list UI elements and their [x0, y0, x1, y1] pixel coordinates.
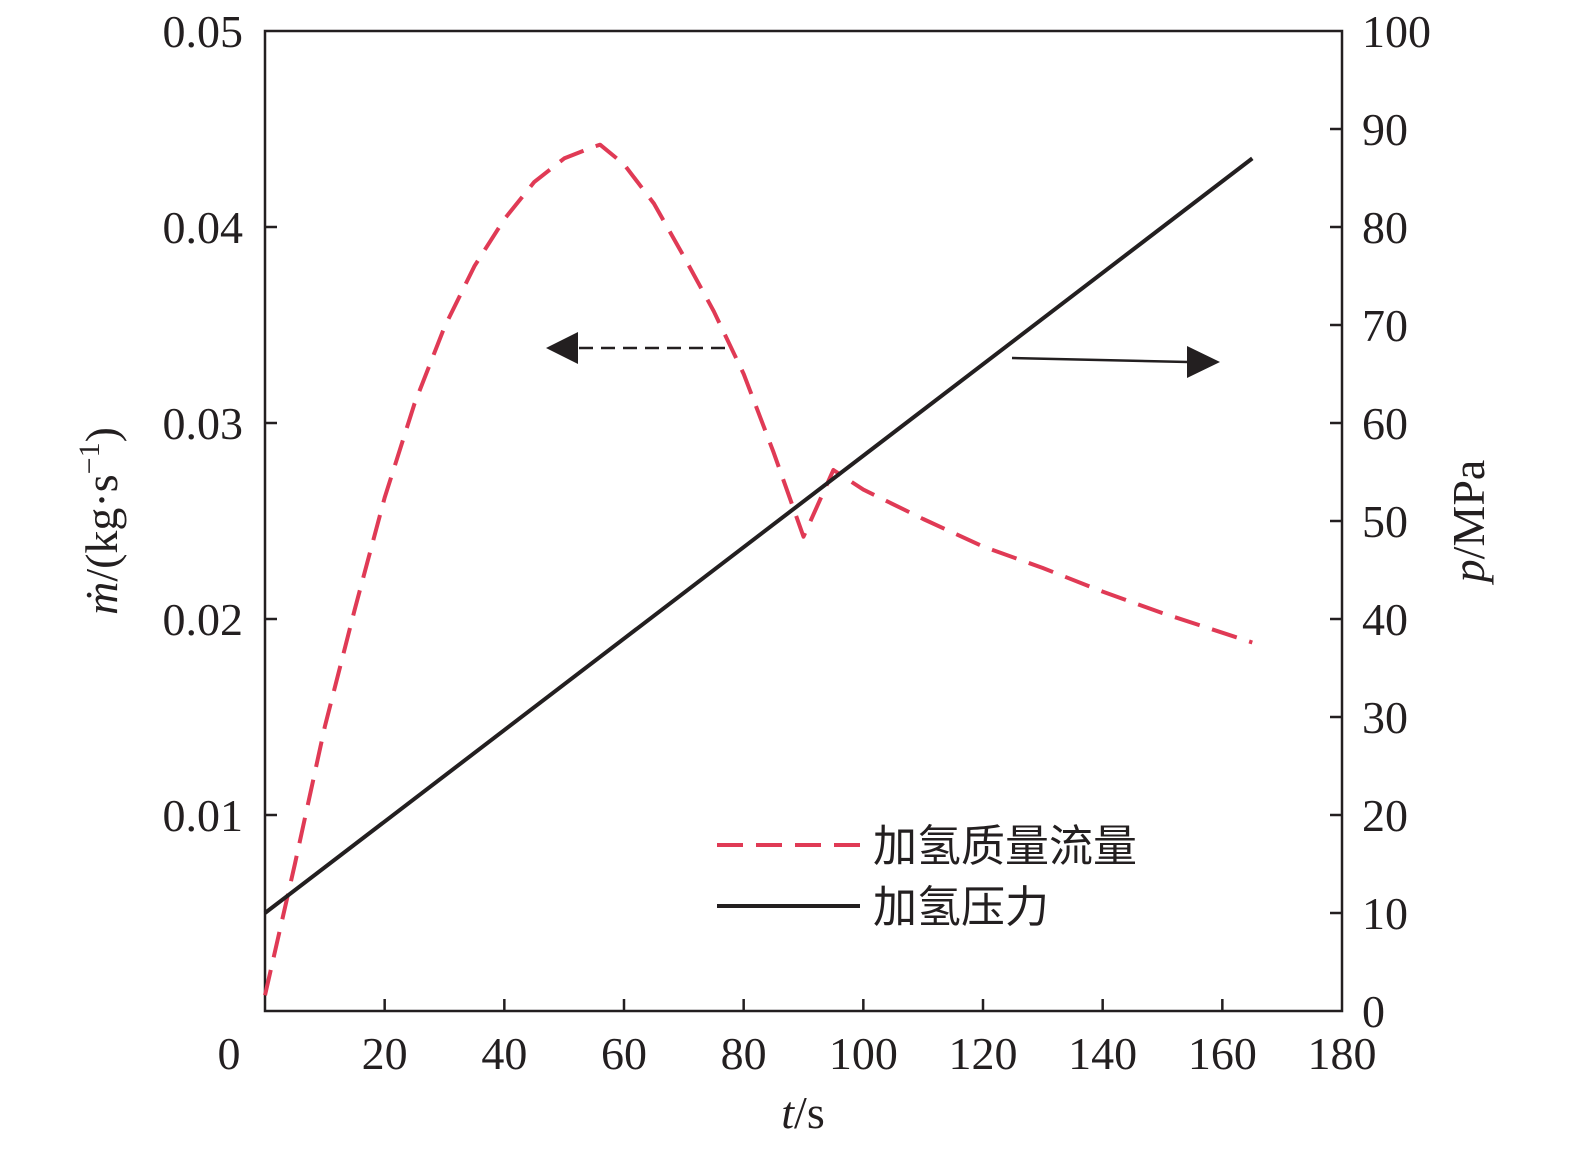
- legend: 加氢质量流量 加氢压力: [717, 821, 1137, 933]
- x-axis-title-unit: /s: [794, 1087, 825, 1138]
- right-y-tick-label: 40: [1362, 594, 1408, 645]
- x-axis-title: t/s: [781, 1087, 824, 1138]
- x-tick-label: 100: [829, 1028, 898, 1079]
- series-pressure-line: [263, 156, 1254, 915]
- left-y-tick-label: 0.02: [163, 594, 244, 645]
- x-tick-label: 120: [949, 1028, 1018, 1079]
- legend-label-pressure: 加氢压力: [873, 882, 1049, 933]
- x-tick-label: 160: [1188, 1028, 1257, 1079]
- x-axis-ticks: 0 20 40 60 80 100 120 140 160 180: [218, 999, 1377, 1079]
- x-tick-label: 40: [481, 1028, 527, 1079]
- left-y-tick-label: 0.05: [163, 6, 244, 57]
- left-y-tick-label: 0.04: [163, 202, 244, 253]
- left-y-axis-title: ṁ/(kg·s−1): [73, 427, 127, 615]
- series-layer: [263, 142, 1254, 996]
- right-y-tick-label: 10: [1362, 888, 1408, 939]
- right-y-tick-label: 0: [1362, 986, 1385, 1037]
- legend-label-mass-flow: 加氢质量流量: [873, 821, 1137, 872]
- right-y-tick-label: 70: [1362, 300, 1408, 351]
- x-tick-label: 140: [1068, 1028, 1137, 1079]
- left-y-axis-title-close: ): [76, 427, 127, 442]
- left-y-axis-ticks: 0.01 0.02 0.03 0.04 0.05: [163, 6, 277, 841]
- right-y-tick-label: 60: [1362, 398, 1408, 449]
- right-y-axis-title-var: p: [1443, 559, 1494, 585]
- right-y-axis-title-unit: /MPa: [1443, 460, 1494, 560]
- right-y-tick-label: 20: [1362, 790, 1408, 841]
- left-axis-arrow: [546, 332, 725, 364]
- right-y-tick-label: 100: [1362, 6, 1431, 57]
- x-tick-label: 180: [1308, 1028, 1377, 1079]
- left-y-tick-label: 0.01: [163, 790, 244, 841]
- x-tick-label: 0: [218, 1028, 241, 1079]
- right-y-axis-title: p/MPa: [1443, 460, 1494, 586]
- x-tick-label: 80: [721, 1028, 767, 1079]
- left-y-axis-title-var: ṁ: [76, 582, 127, 615]
- x-axis-title-var: t: [781, 1087, 795, 1138]
- left-y-tick-label: 0.03: [163, 398, 244, 449]
- series-mass-flow-line: [263, 142, 1253, 996]
- right-y-axis-ticks: 0 10 20 30 40 50 60 70 80 90 100: [1330, 6, 1431, 1037]
- left-y-axis-title-unit: /(kg·s: [76, 474, 127, 581]
- right-y-tick-label: 30: [1362, 692, 1408, 743]
- right-axis-arrow: [1011, 346, 1220, 378]
- right-y-tick-label: 80: [1362, 202, 1408, 253]
- right-y-tick-label: 50: [1362, 496, 1408, 547]
- right-y-tick-label: 90: [1362, 104, 1408, 155]
- x-tick-label: 20: [362, 1028, 408, 1079]
- x-tick-label: 60: [601, 1028, 647, 1079]
- left-y-axis-title-sup: −1: [73, 442, 106, 474]
- plot-frame: [263, 29, 1344, 1013]
